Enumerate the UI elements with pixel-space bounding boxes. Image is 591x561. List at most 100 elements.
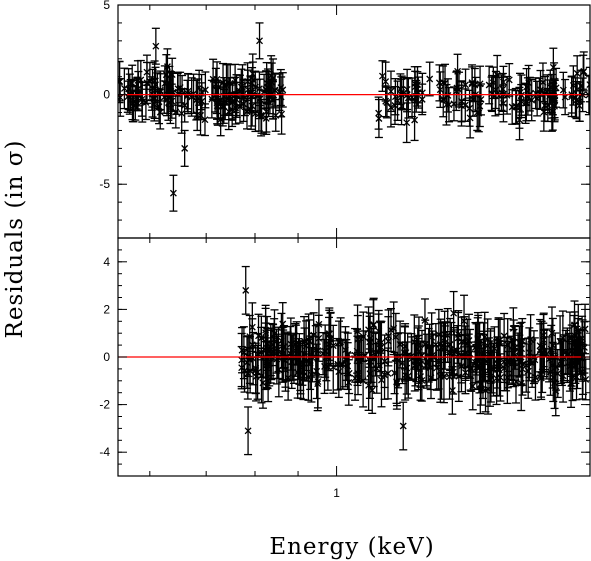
residual-point <box>401 349 410 401</box>
residual-point <box>457 81 466 122</box>
residual-point <box>274 341 283 398</box>
residual-point <box>287 334 296 390</box>
residual-point <box>417 359 426 402</box>
residual-point <box>570 314 579 369</box>
panel-frame <box>117 237 591 477</box>
residual-point <box>572 80 581 120</box>
residual-point <box>498 72 507 106</box>
data-points <box>118 22 590 212</box>
residual-point <box>345 352 354 395</box>
residual-point <box>246 76 255 112</box>
residual-point <box>278 72 287 108</box>
residual-point <box>531 77 540 110</box>
residual-point <box>252 351 261 402</box>
residual-point <box>558 310 567 366</box>
residual-point <box>502 336 511 392</box>
residual-point <box>422 333 431 389</box>
residual-point <box>569 65 578 106</box>
residual-point <box>503 350 512 405</box>
y-axis-label: Residuals (in σ) <box>2 140 28 339</box>
residual-point <box>568 351 577 402</box>
residual-point <box>549 47 558 87</box>
residual-point <box>257 315 266 361</box>
residual-point <box>521 82 530 125</box>
y-tick-label: -4 <box>99 445 110 459</box>
residual-point <box>314 314 323 362</box>
residual-point <box>384 316 393 367</box>
residual-point <box>148 78 157 118</box>
y-tick-label: 0 <box>103 88 110 102</box>
y-tick-label: 5 <box>103 0 110 12</box>
y-tick-label: -5 <box>99 177 110 191</box>
residual-point <box>539 92 548 132</box>
bottom-residuals-panel: 4 2 0 -2 -4 1 <box>99 237 591 500</box>
residual-point <box>237 68 246 106</box>
residual-point <box>284 354 293 401</box>
residual-point <box>508 337 517 386</box>
residual-point <box>263 340 272 389</box>
residual-point <box>561 78 570 116</box>
residual-point <box>333 337 342 391</box>
residual-point <box>410 98 419 142</box>
residual-point <box>184 72 193 110</box>
residual-point <box>329 340 338 394</box>
residual-point <box>138 81 147 123</box>
y-tick-label: 0 <box>103 350 110 364</box>
residual-point <box>369 297 378 352</box>
residual-point <box>156 70 165 111</box>
residual-point <box>374 98 383 139</box>
residual-point <box>201 71 210 109</box>
residual-point <box>224 92 233 131</box>
residual-point <box>305 319 314 364</box>
residual-point <box>393 360 402 407</box>
residual-point <box>487 76 496 112</box>
residual-point <box>448 366 457 415</box>
residual-point <box>151 27 160 65</box>
residual-point <box>189 73 198 114</box>
residual-point <box>228 92 237 128</box>
residual-point <box>475 85 484 128</box>
residual-point <box>200 103 209 137</box>
residual-point <box>235 89 244 124</box>
top-residuals-panel: 5 0 -5 <box>99 0 591 239</box>
residual-point <box>536 69 545 110</box>
residual-point <box>279 325 288 369</box>
residual-point <box>244 406 253 456</box>
residual-point <box>313 354 322 409</box>
residual-point <box>548 83 557 119</box>
residual-point <box>169 72 178 112</box>
residual-point <box>270 73 279 107</box>
x-axis-label: Energy (keV) <box>269 534 434 560</box>
residual-point <box>383 86 392 119</box>
residual-point <box>503 75 512 115</box>
residual-point <box>465 89 474 127</box>
residual-point <box>452 70 461 106</box>
residual-point <box>216 102 225 137</box>
residual-point <box>261 307 270 353</box>
residual-point <box>180 129 189 167</box>
residual-point <box>356 336 365 382</box>
x-tick-label: 1 <box>333 486 340 500</box>
residual-point <box>241 265 250 315</box>
residual-point <box>120 67 129 110</box>
residual-point <box>257 98 266 134</box>
residual-point <box>495 343 504 397</box>
residual-point <box>211 79 220 113</box>
residual-point <box>549 352 558 403</box>
residual-point <box>574 329 583 375</box>
residual-point <box>539 322 548 371</box>
residual-point <box>338 338 347 390</box>
residual-point <box>323 342 332 391</box>
data-points <box>237 265 590 456</box>
residual-point <box>491 75 500 117</box>
residual-point <box>246 348 255 394</box>
residual-point <box>468 361 477 411</box>
residual-point <box>279 329 288 383</box>
residual-point <box>219 62 228 103</box>
residual-point <box>396 73 405 106</box>
residual-point <box>418 83 427 116</box>
residual-point <box>454 311 463 364</box>
y-tick-label: -2 <box>99 398 110 412</box>
residual-point <box>439 349 448 404</box>
